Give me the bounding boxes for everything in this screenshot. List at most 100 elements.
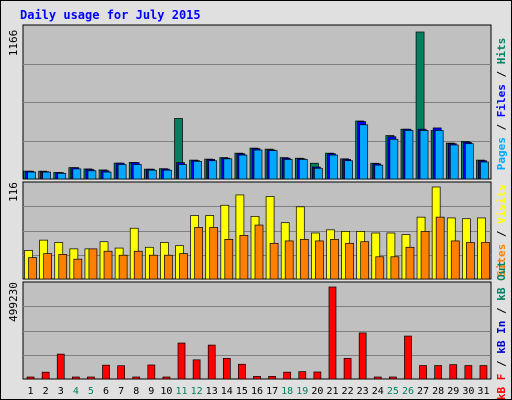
- bar-sites-day-22: [345, 242, 354, 280]
- bar-sites-day-26: [405, 246, 415, 280]
- bar-kbytes-day-2: [41, 371, 50, 380]
- bar-pages-day-24: [374, 164, 384, 180]
- bar-pages-day-26: [404, 130, 414, 180]
- bar-kbytes-day-27: [419, 365, 427, 380]
- bar-pages-day-1: [27, 171, 36, 180]
- bar-sites-day-9: [148, 254, 158, 280]
- legend-mid-sites: Sites: [495, 244, 508, 277]
- legend-top-sep: /: [495, 117, 508, 137]
- bar-kbytes-day-13: [207, 344, 216, 380]
- bar-pages-day-30: [465, 143, 474, 180]
- bar-sites-day-5: [88, 248, 98, 280]
- x-tick-label-day-28: 28: [432, 386, 444, 397]
- legend-bot: kB F / kB In / kB Out: [495, 261, 508, 399]
- bar-pages-day-16: [253, 149, 263, 180]
- bar-pages-day-25: [389, 138, 399, 180]
- bar-sites-day-31: [481, 242, 490, 280]
- bar-kbytes-day-29: [449, 364, 458, 380]
- legend-mid-sep: /: [495, 224, 508, 244]
- panel-3-ymax-label: 499230: [7, 282, 20, 322]
- bar-kbytes-day-17: [268, 376, 276, 380]
- bar-sites-day-25: [390, 256, 400, 280]
- x-tick-label-day-12: 12: [191, 386, 203, 397]
- legend-top-sep: /: [495, 64, 508, 84]
- x-tick-label-day-11: 11: [175, 386, 187, 397]
- x-tick-label-day-2: 2: [43, 386, 49, 397]
- bar-sites-day-13: [209, 227, 219, 280]
- bar-sites-day-29: [450, 240, 460, 280]
- x-tick-label-day-16: 16: [251, 386, 263, 397]
- bar-kbytes-day-15: [238, 363, 246, 380]
- x-tick-label-day-23: 23: [357, 386, 369, 397]
- legend-bot-sep: /: [495, 354, 508, 374]
- bar-sites-day-24: [375, 256, 385, 280]
- bar-kbytes-day-9: [147, 364, 156, 380]
- x-tick-label-day-26: 26: [402, 386, 414, 397]
- bar-pages-day-5: [87, 170, 97, 180]
- x-tick-label-day-24: 24: [372, 386, 384, 397]
- x-tick-label-day-1: 1: [28, 386, 34, 397]
- bar-pages-day-28: [434, 130, 444, 180]
- bar-sites-day-1: [28, 257, 37, 280]
- bar-kbytes-day-5: [87, 376, 95, 380]
- x-tick-label-day-27: 27: [417, 386, 429, 397]
- bar-sites-day-12: [194, 227, 203, 280]
- legend-mid-visits: Visits: [495, 184, 508, 224]
- x-tick-label-day-3: 3: [58, 386, 64, 397]
- bar-kbytes-day-6: [102, 364, 110, 380]
- bar-sites-day-11: [179, 253, 188, 280]
- bar-kbytes-day-21: [328, 286, 337, 380]
- bar-kbytes-day-11: [177, 342, 186, 380]
- bar-pages-day-23: [359, 124, 369, 180]
- bar-pages-day-8: [132, 164, 142, 180]
- bar-pages-day-7: [117, 164, 127, 180]
- x-tick-label-day-29: 29: [447, 386, 459, 397]
- x-tick-label-day-13: 13: [206, 386, 218, 397]
- x-tick-label-day-31: 31: [477, 386, 489, 397]
- legend-bot-kb_f: kB F: [495, 374, 508, 399]
- x-tick-label-day-10: 10: [160, 386, 172, 397]
- bar-sites-day-18: [284, 240, 294, 280]
- x-tick-label-day-15: 15: [236, 386, 248, 397]
- bar-sites-day-23: [360, 241, 370, 280]
- x-tick-label-day-18: 18: [281, 386, 293, 397]
- legend-bot-sep: /: [495, 301, 508, 321]
- bar-sites-day-7: [118, 254, 128, 280]
- legend-top-pages: Pages: [495, 137, 508, 170]
- x-tick-label-day-22: 22: [342, 386, 354, 397]
- bar-kbytes-day-1: [26, 376, 35, 380]
- bar-sites-day-4: [73, 258, 83, 280]
- bar-pages-day-17: [268, 150, 278, 180]
- bar-kbytes-day-28: [434, 365, 443, 380]
- bar-pages-day-21: [329, 154, 338, 180]
- bar-kbytes-day-14: [222, 358, 231, 380]
- bar-kbytes-day-31: [479, 365, 488, 380]
- bar-sites-day-16: [254, 224, 264, 280]
- panel-3-background: [22, 281, 492, 380]
- legend-bot-kb_in: kB In: [495, 321, 508, 354]
- bar-pages-day-29: [449, 144, 459, 180]
- legend-mid: Sites / Visits: [495, 184, 508, 277]
- x-tick-label-day-25: 25: [387, 386, 399, 397]
- bar-kbytes-day-18: [283, 371, 292, 380]
- bar-kbytes-day-22: [343, 358, 352, 380]
- bar-pages-day-15: [238, 154, 248, 180]
- x-tick-label-day-14: 14: [221, 386, 233, 397]
- bar-pages-day-18: [283, 159, 293, 180]
- bar-pages-day-27: [419, 130, 429, 180]
- bar-kbytes-day-12: [192, 359, 201, 380]
- bar-sites-day-17: [269, 242, 279, 280]
- bar-pages-day-12: [193, 160, 202, 180]
- x-tick-label-day-30: 30: [462, 386, 474, 397]
- x-tick-label-day-4: 4: [73, 386, 79, 397]
- bar-kbytes-day-7: [117, 365, 125, 380]
- bar-kbytes-day-30: [464, 365, 473, 380]
- bar-kbytes-day-3: [56, 353, 65, 380]
- chart-title: Daily usage for July 2015: [20, 8, 201, 22]
- bar-kbytes-day-20: [313, 371, 322, 380]
- bar-sites-day-3: [58, 254, 68, 280]
- x-tick-label-day-6: 6: [103, 386, 109, 397]
- bar-kbytes-day-25: [389, 376, 397, 380]
